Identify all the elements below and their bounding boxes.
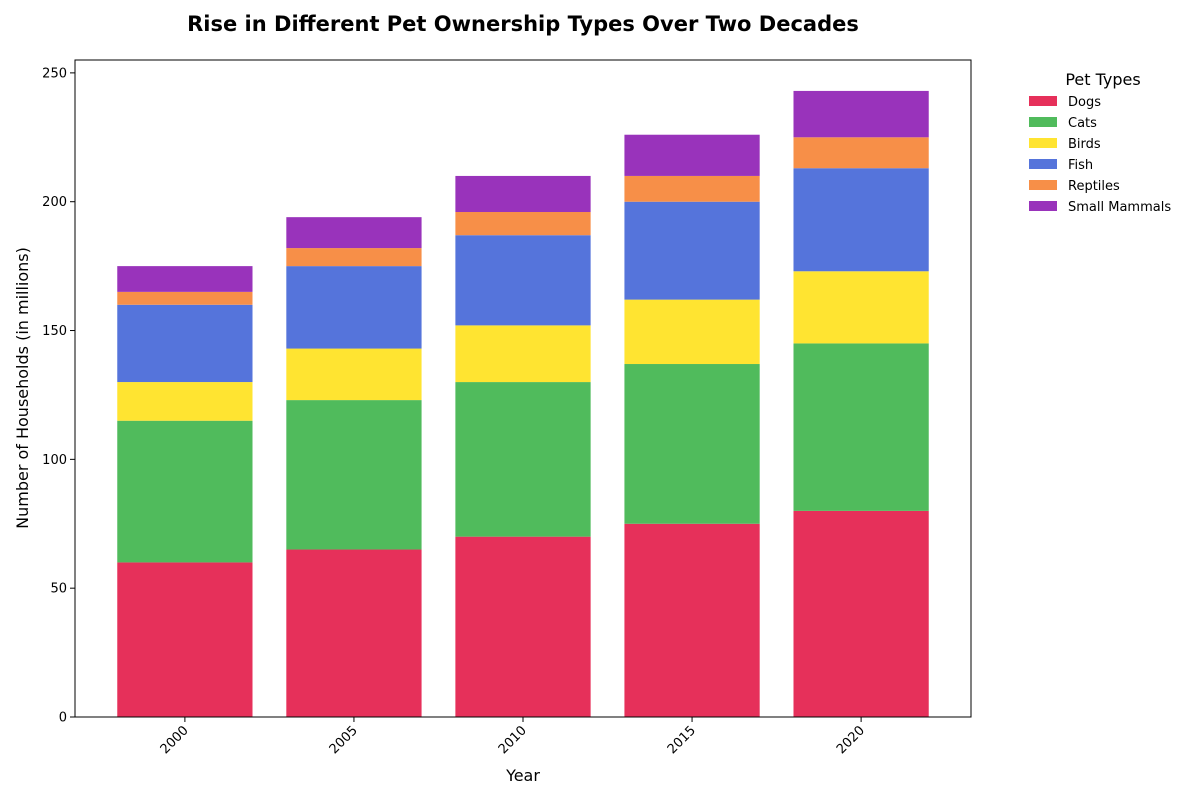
legend-label-reptiles: Reptiles (1068, 179, 1120, 194)
bar-fish-2010 (455, 235, 591, 326)
legend-swatch-small-mammals (1029, 201, 1057, 211)
bar-cats-2005 (286, 400, 422, 550)
bar-small-mammals-2010 (455, 175, 591, 213)
legend-label-dogs: Dogs (1068, 95, 1101, 110)
bar-dogs-2005 (286, 549, 422, 717)
bar-dogs-2000 (117, 562, 253, 717)
bar-fish-2000 (117, 304, 253, 383)
bar-cats-2010 (455, 382, 591, 537)
y-tick-label: 150 (42, 324, 67, 339)
x-tick-label: 2005 (327, 723, 361, 757)
bar-dogs-2020 (793, 510, 929, 717)
y-tick-label: 250 (42, 66, 67, 81)
bar-reptiles-2010 (455, 212, 591, 236)
y-tick-label: 50 (50, 582, 67, 597)
bars-layer (117, 90, 929, 717)
bar-reptiles-2000 (117, 291, 253, 305)
legend-swatch-cats (1029, 117, 1057, 127)
bar-reptiles-2005 (286, 248, 422, 267)
legend-swatch-dogs (1029, 96, 1057, 106)
legend: Pet Types Dogs Cats Birds Fish Reptiles Small… (1029, 70, 1171, 215)
bar-birds-2005 (286, 348, 422, 401)
x-axis: 2000 2005 2010 2015 2020 (158, 717, 868, 757)
bar-fish-2015 (624, 201, 760, 300)
y-tick-label: 200 (42, 195, 67, 210)
bar-reptiles-2020 (793, 137, 929, 169)
bar-dogs-2010 (455, 536, 591, 717)
legend-title: Pet Types (1065, 70, 1140, 89)
x-tick-label: 2015 (665, 723, 699, 757)
y-axis: 0 50 100 150 200 250 (42, 66, 75, 726)
x-tick-label: 2010 (496, 723, 530, 757)
legend-label-small-mammals: Small Mammals (1068, 200, 1171, 215)
y-axis-label: Number of Households (in millions) (13, 247, 32, 529)
legend-swatch-fish (1029, 159, 1057, 169)
bar-fish-2020 (793, 168, 929, 272)
bar-small-mammals-2005 (286, 217, 422, 249)
bar-cats-2015 (624, 364, 760, 524)
y-tick-label: 100 (42, 453, 67, 468)
legend-label-cats: Cats (1068, 116, 1097, 131)
bar-birds-2000 (117, 382, 253, 421)
bar-birds-2010 (455, 325, 591, 383)
bar-small-mammals-2000 (117, 266, 253, 292)
bar-small-mammals-2015 (624, 134, 760, 176)
bar-cats-2000 (117, 420, 253, 563)
bar-reptiles-2015 (624, 175, 760, 202)
bar-small-mammals-2020 (793, 90, 929, 138)
chart-title: Rise in Different Pet Ownership Types Ov… (187, 12, 859, 36)
x-tick-label: 2020 (834, 723, 868, 757)
bar-cats-2020 (793, 343, 929, 511)
bar-birds-2015 (624, 299, 760, 365)
bar-fish-2005 (286, 266, 422, 349)
legend-label-birds: Birds (1068, 137, 1101, 152)
legend-label-fish: Fish (1068, 158, 1093, 173)
legend-swatch-birds (1029, 138, 1057, 148)
bar-birds-2020 (793, 271, 929, 344)
bar-dogs-2015 (624, 523, 760, 717)
x-axis-label: Year (505, 766, 540, 785)
legend-swatch-reptiles (1029, 180, 1057, 190)
x-tick-label: 2000 (158, 723, 192, 757)
y-tick-label: 0 (59, 711, 67, 726)
